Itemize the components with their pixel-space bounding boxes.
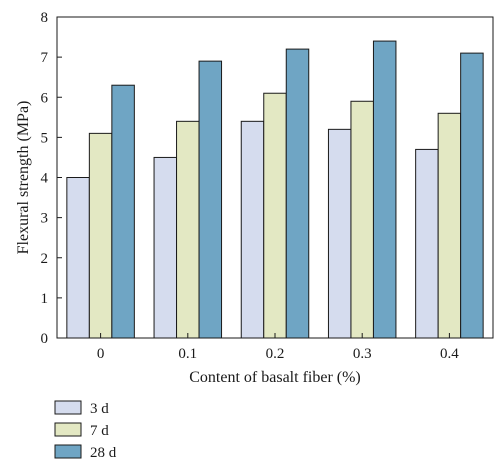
bar-7d-0 xyxy=(88,132,113,339)
bars-group xyxy=(66,40,484,339)
bar-28d-0 xyxy=(111,84,135,339)
y-axis-title: Flexural strength (MPa) xyxy=(15,101,32,255)
legend-swatch-28d xyxy=(54,444,82,459)
y-axis: 0 1 2 3 4 5 6 7 8 xyxy=(41,10,62,347)
bar-7d-0.2 xyxy=(263,92,287,339)
bar-28d-0.4 xyxy=(460,52,484,339)
bar-3d-0.1 xyxy=(153,156,178,339)
y-tick-label: 6 xyxy=(41,90,49,106)
y-tick-label: 3 xyxy=(41,211,49,227)
y-tick-label: 1 xyxy=(41,291,49,307)
y-tick-label: 4 xyxy=(41,171,49,187)
x-tick-label: 0.2 xyxy=(266,346,285,362)
y-tick-label: 2 xyxy=(41,251,49,267)
bar-7d-0.1 xyxy=(176,120,200,339)
y-tick-label: 0 xyxy=(41,331,49,347)
bar-3d-0.4 xyxy=(415,148,439,339)
legend-label: 7 d xyxy=(90,423,109,439)
legend-label: 28 d xyxy=(90,445,117,461)
bar-7d-0.3 xyxy=(350,100,374,339)
legend-swatch-3d xyxy=(54,400,82,415)
x-axis-title: Content of basalt fiber (%) xyxy=(189,369,361,386)
bar-3d-0 xyxy=(66,177,90,339)
x-tick-label: 0.4 xyxy=(440,346,459,362)
legend: 3 d 7 d 28 d xyxy=(54,400,117,461)
legend-label: 3 d xyxy=(90,401,109,417)
legend-swatch-7d xyxy=(54,422,82,437)
x-tick-label: 0 xyxy=(97,346,105,362)
y-tick-label: 5 xyxy=(41,130,49,146)
bar-28d-0.2 xyxy=(285,48,310,339)
x-axis: 0 0.1 0.2 0.3 0.4 xyxy=(97,333,459,362)
bar-28d-0.3 xyxy=(372,40,397,339)
bar-3d-0.3 xyxy=(327,128,352,339)
y-tick-label: 8 xyxy=(41,10,49,26)
bar-7d-0.4 xyxy=(437,112,462,339)
x-tick-label: 0.1 xyxy=(178,346,197,362)
bar-28d-0.1 xyxy=(198,60,223,339)
x-tick-label: 0.3 xyxy=(353,346,372,362)
bar-3d-0.2 xyxy=(240,120,265,339)
y-tick-label: 7 xyxy=(41,50,49,66)
